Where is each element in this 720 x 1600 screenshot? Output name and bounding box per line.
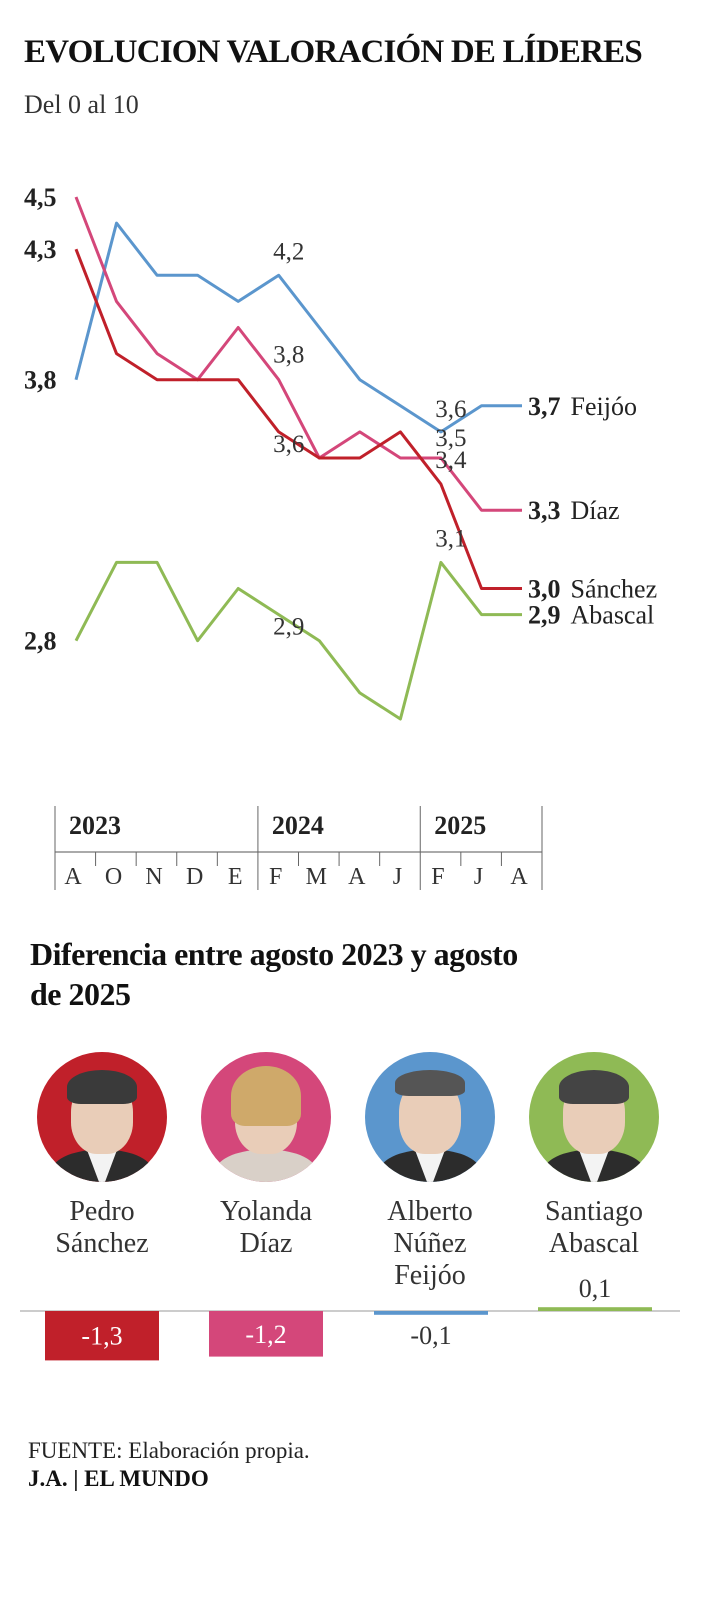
month-tick-label: J: [474, 864, 483, 890]
diff-bar: [45, 1311, 159, 1361]
start-value-label: 2,8: [24, 627, 57, 656]
diff-bar: [538, 1307, 652, 1311]
leader-name: Pedro Sánchez: [55, 1196, 149, 1259]
start-value-label: 4,5: [24, 183, 57, 212]
data-label: 3,5: [435, 425, 466, 452]
data-label: 3,6: [435, 396, 466, 423]
year-label: 2025: [434, 811, 486, 840]
month-tick-label: N: [145, 864, 162, 890]
diff-value-label: -1,2: [245, 1320, 286, 1349]
month-tick-label: O: [105, 864, 122, 890]
series-line-abascal: [74, 560, 522, 721]
series-end-label: 3,3 Díaz: [528, 496, 620, 525]
diff-value-label: -0,1: [410, 1321, 451, 1350]
leader-card: Yolanda Díaz: [191, 1052, 341, 1260]
difference-bar-chart: -1,3 -1,2 -0,1 0,1: [20, 1274, 680, 1361]
diff-value-label: -1,3: [81, 1322, 122, 1351]
month-tick-label: J: [393, 864, 402, 890]
start-value-label: 3,8: [24, 366, 57, 395]
leader-card: Santiago Abascal: [519, 1052, 669, 1260]
series-end-label: 2,9 Abascal: [528, 601, 654, 630]
year-label: 2023: [69, 811, 121, 840]
difference-heading: Diferencia entre agosto 2023 y agosto de…: [30, 936, 518, 1012]
month-tick-label: F: [431, 864, 444, 890]
portrait-icon: [365, 1052, 495, 1182]
series-end-label: 3,7 Feijóo: [528, 392, 637, 421]
month-tick-label: A: [64, 864, 82, 890]
month-tick-label: A: [510, 864, 528, 890]
diff-bar: [374, 1311, 488, 1315]
series-line-díaz: [74, 196, 522, 512]
data-label: 3,1: [435, 525, 466, 552]
chart-subtitle: Del 0 al 10: [24, 90, 139, 119]
data-label: 2,9: [273, 614, 304, 641]
data-label: 3,4: [435, 447, 467, 474]
series-line-sánchez: [74, 248, 522, 590]
diff-bar: [209, 1311, 323, 1357]
month-tick-label: E: [228, 864, 243, 890]
month-tick-label: M: [306, 864, 327, 890]
portrait-icon: [37, 1052, 167, 1182]
leader-name: Santiago Abascal: [545, 1196, 643, 1259]
series-line-feijóo: [74, 221, 522, 434]
start-value-label: 4,3: [24, 235, 57, 264]
portrait-icon: [201, 1052, 331, 1182]
series-end-label: 3,0 Sánchez: [528, 575, 657, 604]
portrait-icon: [529, 1052, 659, 1182]
leader-card: Pedro Sánchez: [27, 1052, 177, 1260]
month-tick-label: D: [186, 864, 203, 890]
source-note: FUENTE: Elaboración propia.: [28, 1438, 310, 1463]
data-label: 4,2: [273, 238, 304, 265]
month-tick-label: F: [269, 864, 282, 890]
credit: J.A. | EL MUNDO: [28, 1466, 209, 1491]
data-label: 3,8: [273, 342, 304, 369]
month-tick-label: A: [348, 864, 366, 890]
chart-title: EVOLUCION VALORACIÓN DE LÍDERES: [24, 34, 643, 70]
data-label: 3,6: [273, 431, 304, 458]
diff-value-label: 0,1: [579, 1274, 612, 1303]
leader-name: Alberto Núñez Feijóo: [387, 1196, 473, 1291]
year-label: 2024: [272, 811, 324, 840]
leader-card: Alberto Núñez Feijóo: [355, 1052, 505, 1292]
leader-name: Yolanda Díaz: [219, 1196, 313, 1259]
